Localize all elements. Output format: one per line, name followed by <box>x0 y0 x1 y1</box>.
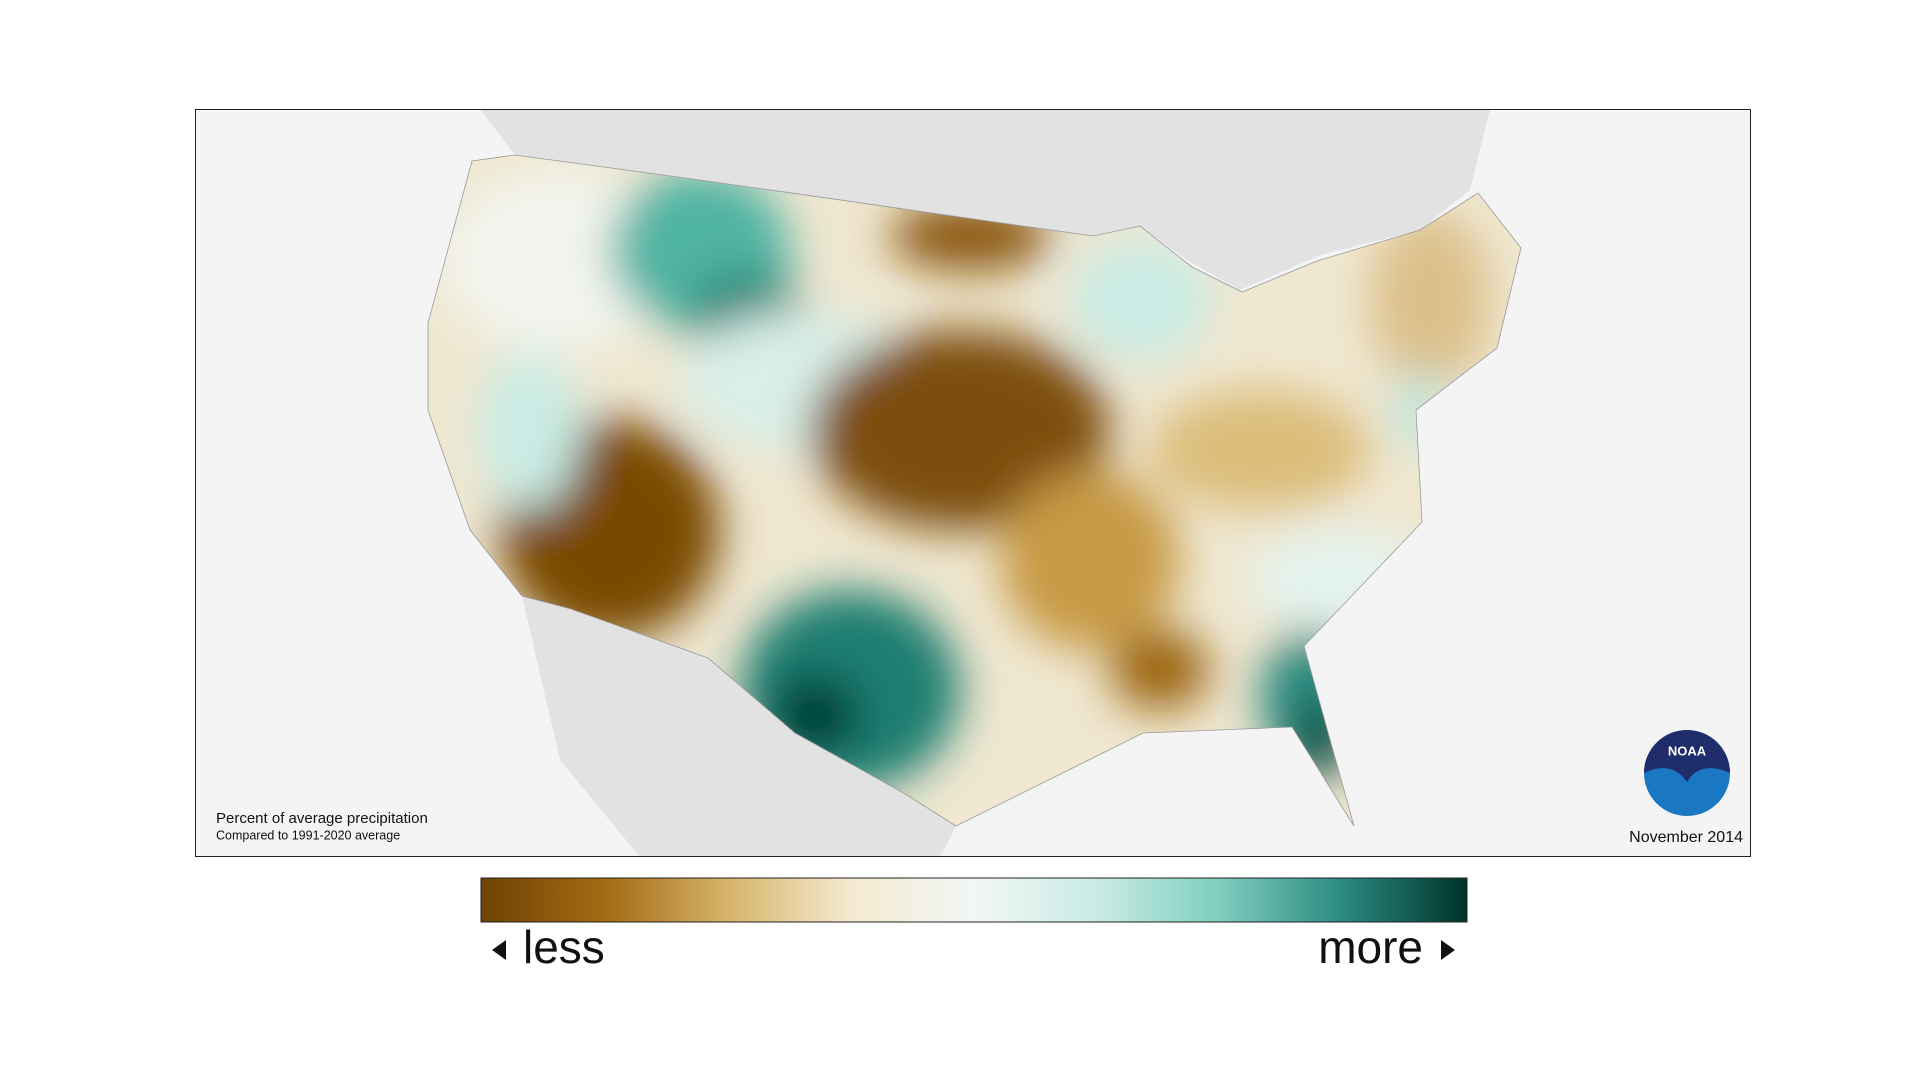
blob <box>1370 210 1490 390</box>
blob <box>480 350 580 510</box>
neighbor-land <box>480 109 1490 857</box>
blob <box>1150 390 1370 510</box>
canada <box>480 109 1490 290</box>
us-border <box>427 154 1522 827</box>
blob <box>1000 470 1180 650</box>
date-label: November 2014 <box>1629 829 1743 846</box>
logo-top <box>1644 730 1730 782</box>
caption-title: Percent of average precipitation <box>216 810 428 827</box>
caption-subtitle: Compared to 1991-2020 average <box>216 828 400 842</box>
mexico <box>522 596 956 857</box>
colorbar-low-label: less <box>523 921 605 973</box>
colorbar-high-label: more <box>1318 921 1423 973</box>
logo-text: NOAA <box>1668 743 1707 758</box>
blob <box>1070 240 1210 360</box>
blob <box>1110 630 1210 710</box>
colorbar <box>480 877 1468 923</box>
less-arrow <box>492 940 506 960</box>
map-frame <box>195 109 1751 857</box>
noaa-logo: NOAA <box>1644 730 1730 816</box>
blob <box>810 330 1110 530</box>
field-blobs <box>440 170 1490 790</box>
more-arrow <box>1441 940 1455 960</box>
